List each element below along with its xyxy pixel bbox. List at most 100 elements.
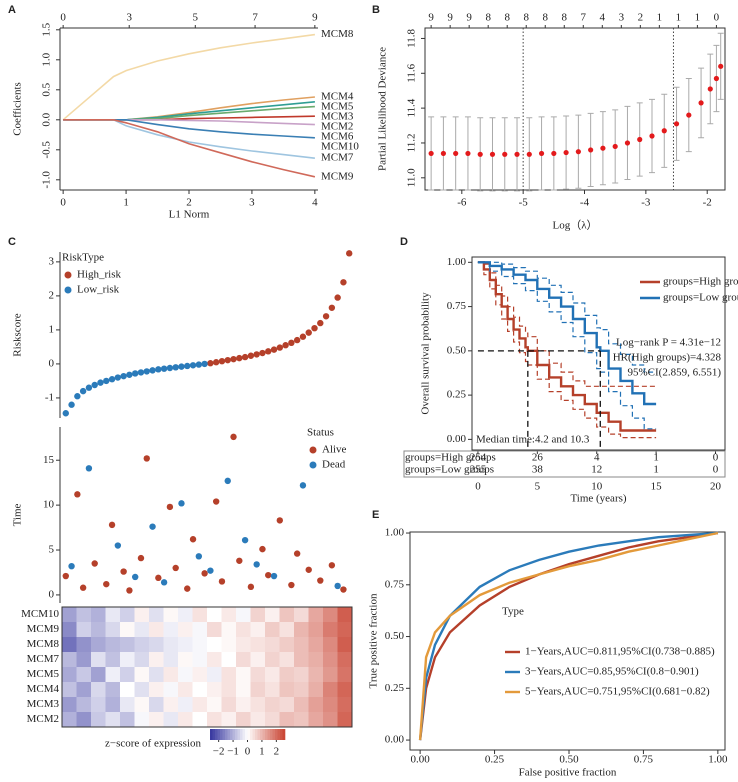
risk-count: 1 — [653, 452, 659, 464]
heat-cell — [120, 622, 135, 638]
y-axis-title: Overall survival probability — [420, 292, 432, 415]
heat-cell — [236, 637, 251, 653]
heat-cell — [149, 697, 164, 713]
y-tick-label: 0.75 — [385, 578, 405, 590]
legend-label: High_risk — [77, 269, 122, 281]
heat-cell — [207, 712, 222, 728]
heat-cell — [236, 667, 251, 683]
x-tick-label: 5 — [535, 481, 541, 493]
colorbar-step — [212, 729, 216, 740]
row-label: MCM9 — [27, 623, 60, 635]
point — [236, 354, 243, 362]
point — [328, 562, 336, 569]
row-label: MCM4 — [27, 683, 60, 695]
risk-table-frame — [403, 450, 726, 478]
y-axis-title: Coefficients — [12, 82, 24, 136]
heat-cell — [62, 682, 77, 698]
heat-cell — [308, 652, 324, 668]
legend-label: Dead — [322, 459, 346, 471]
point — [212, 359, 220, 366]
y-tick-label: 0.50 — [385, 630, 405, 642]
y-tick-label: 15 — [43, 454, 55, 466]
top-tick-label: 0 — [60, 12, 66, 24]
point — [253, 351, 260, 358]
point — [195, 361, 203, 368]
row-label: MCM7 — [27, 653, 60, 665]
legend-label: 5−Years,AUC=0.751,95%CI(0.681−0.82) — [525, 686, 710, 698]
panel-label: B — [372, 4, 380, 16]
heat-cell — [308, 712, 324, 728]
point — [230, 355, 237, 363]
y-tick-label: 1.5 — [41, 22, 53, 36]
top-tick-label: 9 — [428, 12, 434, 24]
point — [247, 583, 255, 591]
colorbar-step — [220, 729, 223, 740]
colorbar-step — [235, 729, 238, 740]
risk-count: 0 — [713, 452, 719, 464]
legend-label: MCM5 — [321, 101, 354, 113]
point — [259, 545, 266, 553]
y-tick-label: 11.4 — [406, 98, 418, 117]
top-tick-label: 3 — [619, 12, 625, 24]
point — [224, 477, 231, 485]
survival-curve — [477, 261, 657, 406]
heat-cell — [62, 637, 77, 653]
heat-cell — [192, 667, 208, 683]
point — [91, 381, 98, 389]
point — [195, 553, 203, 560]
point — [299, 482, 307, 489]
risk-row-name: groups=High groups — [405, 452, 496, 464]
heat-cell — [163, 682, 179, 698]
heat-cell — [62, 622, 77, 638]
heat-cell — [250, 697, 266, 713]
heat-cell — [207, 607, 222, 623]
legend-label: groups=High groups — [663, 276, 738, 288]
x-tick-label: -2 — [703, 197, 712, 209]
x-tick-label: -6 — [457, 197, 467, 209]
heat-cell — [337, 712, 353, 728]
x-tick-label: -5 — [519, 197, 529, 209]
point — [126, 587, 133, 594]
colorbar-tick-label: 1 — [259, 746, 265, 758]
point — [114, 374, 122, 381]
risk-count: 12 — [591, 464, 602, 476]
colorbar-step — [245, 729, 248, 740]
y-tick-label: 0.0 — [41, 112, 53, 126]
heat-cell — [149, 637, 164, 653]
heat-cell — [323, 607, 338, 623]
plot-frame — [424, 27, 726, 191]
point — [334, 582, 341, 590]
colorbar-title: z−score of expression — [105, 738, 202, 750]
x-tick-label: 3 — [249, 197, 255, 209]
x-tick-label: 1 — [123, 197, 129, 209]
y-tick-label: 0.00 — [447, 433, 467, 445]
heat-cell — [294, 667, 309, 683]
colorbar-step — [237, 729, 241, 740]
heat-cell — [265, 607, 280, 623]
x-axis-title: L1 Norm — [169, 209, 210, 221]
heat-cell — [163, 652, 179, 668]
point — [178, 500, 185, 507]
point — [340, 279, 347, 286]
x-tick-label: 1.00 — [708, 754, 728, 766]
heat-cell — [178, 682, 193, 698]
point — [241, 536, 249, 544]
point — [108, 521, 116, 529]
heat-cell — [207, 697, 222, 713]
point — [259, 349, 266, 357]
heat-cell — [163, 607, 179, 623]
y-tick-label: 0.5 — [41, 82, 53, 96]
point — [62, 410, 69, 417]
legend-title: Type — [502, 606, 524, 618]
point — [79, 387, 87, 395]
legend-label: 1−Years,AUC=0.811,95%CI(0.738−0.885) — [525, 646, 715, 658]
point — [201, 360, 208, 368]
legend-marker — [64, 271, 72, 279]
heat-cell — [149, 682, 164, 698]
heat-cell — [265, 622, 280, 638]
point — [178, 363, 185, 370]
point — [465, 150, 471, 157]
point — [612, 143, 618, 150]
heat-cell — [91, 637, 106, 653]
legend-marker — [309, 461, 317, 469]
